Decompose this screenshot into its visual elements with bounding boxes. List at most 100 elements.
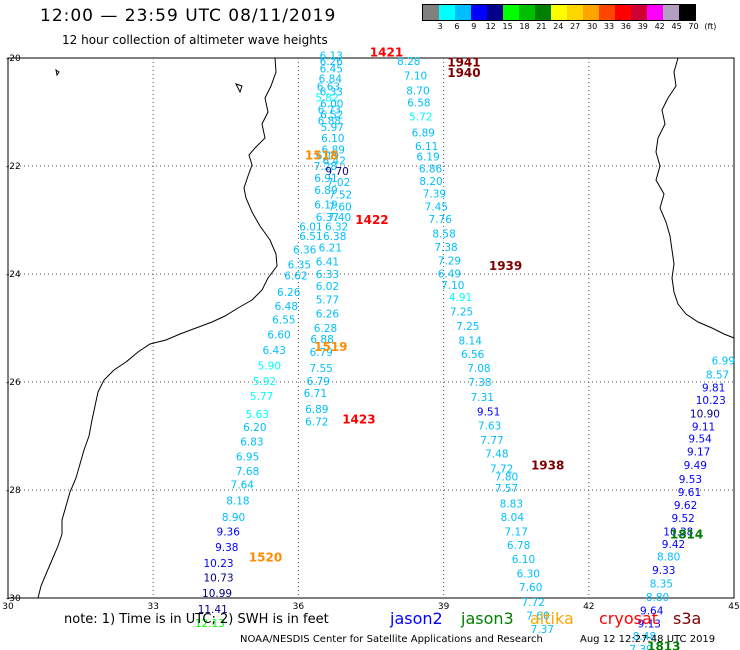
wave-height-value: 7.52 — [329, 190, 352, 202]
wave-height-value: 6.42 — [323, 156, 346, 168]
color-scale-tick: 30 — [587, 22, 598, 31]
wave-height-value: 6.19 — [416, 151, 439, 163]
wave-height-value: 6.88 — [310, 334, 333, 346]
wave-height-value: 6.33 — [316, 269, 339, 281]
wave-height-value: 8.14 — [459, 335, 483, 347]
wave-height-value: 7.38 — [434, 242, 457, 254]
color-scale-cell — [599, 5, 615, 20]
wave-height-value: 6.33 — [320, 86, 343, 98]
pass-time-label: 1938 — [531, 459, 564, 473]
wave-height-value: 6.36 — [293, 245, 317, 257]
color-scale-cell — [631, 5, 647, 20]
wave-height-value: 6.02 — [316, 281, 339, 293]
legend-s3a: s3a — [673, 609, 702, 628]
wave-height-value: 6.10 — [321, 133, 344, 145]
wave-height-value: 7.68 — [236, 466, 259, 478]
lon-tick-label: 33 — [147, 602, 158, 612]
generated-timestamp: Aug 12 12:27:48 UTC 2019 — [580, 634, 716, 645]
wave-height-value: 6.51 — [299, 231, 322, 243]
pass-time-label: 1520 — [249, 551, 282, 565]
wave-height-value: 7.45 — [425, 202, 448, 214]
map-frame — [7, 57, 735, 599]
wave-height-value: 6.89 — [322, 144, 345, 156]
wave-height-value: 10.99 — [202, 588, 232, 600]
color-scale-tick: 39 — [637, 22, 648, 31]
color-scale-cell — [535, 5, 551, 20]
lat-tick-label: -24 — [6, 270, 21, 280]
color-scale-cell — [423, 5, 439, 20]
pass-time-label: 1941 — [447, 55, 480, 69]
wave-height-value: 12.13 — [195, 618, 225, 630]
lat-tick-label: -30 — [6, 594, 21, 604]
lat-tick-label: -26 — [6, 378, 21, 388]
color-scale-cell — [663, 5, 679, 20]
wave-height-value: 7.31 — [471, 392, 494, 404]
lon-tick-label: 30 — [2, 602, 14, 612]
color-scale-cell — [519, 5, 535, 20]
pass-time-label: 1519 — [314, 340, 347, 354]
wave-height-value: 6.10 — [512, 554, 535, 566]
wave-height-value: 11.41 — [198, 604, 228, 616]
wave-height-value: 7.57 — [495, 483, 518, 495]
wave-height-value: 9.54 — [688, 434, 712, 446]
pass-time-label: 1813 — [647, 640, 680, 650]
wave-height-value: 6.11 — [415, 141, 438, 153]
wave-height-value: 6.26 — [316, 308, 340, 320]
wave-height-value: 7.17 — [505, 527, 528, 539]
color-scale-cell — [567, 5, 583, 20]
wave-height-value: 6.60 — [267, 329, 290, 341]
wave-height-value: 5.63 — [246, 409, 269, 421]
color-scale-ticks: 3 6 9 12 15 18 21 24 27 30 33 36 39 42 45 70 (ft) — [422, 22, 740, 36]
wave-height-value: 5.90 — [258, 360, 281, 372]
wave-height-value: 6.55 — [272, 314, 295, 326]
wave-height-value: 6.89 — [314, 185, 337, 197]
wave-height-value: 8.48 — [633, 631, 656, 643]
color-scale-cell — [503, 5, 519, 20]
wave-height-value: 10.90 — [690, 408, 720, 420]
color-scale-tick: 6 — [454, 22, 460, 31]
legend-jason2: jason2 — [390, 609, 443, 628]
coastline — [37, 57, 735, 599]
wave-height-value: 6.45 — [320, 63, 343, 75]
wave-height-value: 6.58 — [407, 97, 430, 109]
wave-height-value: 6.83 — [240, 436, 263, 448]
wave-height-value: 5.77 — [316, 294, 339, 306]
wave-height-value: 7.25 — [456, 321, 479, 333]
color-scale-tick: 21 — [536, 22, 547, 31]
africa-coastline — [37, 57, 278, 599]
wave-height-value: 7.55 — [309, 363, 332, 375]
color-scale-cell — [583, 5, 599, 20]
wave-height-value: 5.77 — [250, 391, 273, 403]
wave-height-value: 6.30 — [517, 569, 540, 581]
wave-height-value: 9.13 — [638, 618, 661, 630]
wave-height-value: 10.38 — [663, 527, 693, 539]
color-scale-tick: 33 — [603, 22, 615, 31]
lon-tick-label: 39 — [438, 602, 450, 612]
pass-time-label: 1422 — [355, 213, 388, 227]
map-title: 12:00 — 23:59 UTC 08/11/2019 — [40, 6, 337, 26]
wave-height-value: 7.39 — [629, 644, 652, 650]
pass-time-label: 1421 — [370, 46, 403, 60]
color-scale-tick: (ft) — [704, 22, 717, 31]
wave-height-value: 5.92 — [253, 376, 276, 388]
axis-labels: 30 33 36 39 42 45 -20 -22 -24 -26 -28 -30 — [2, 54, 739, 612]
wave-height-value: 7.40 — [328, 212, 351, 224]
color-scale-bar — [422, 4, 696, 21]
wave-height-value: 10.73 — [204, 572, 234, 584]
wave-height-value: 5.72 — [409, 111, 432, 123]
wave-height-value: 6.28 — [314, 323, 337, 335]
color-scale-tick: 24 — [553, 22, 564, 31]
wave-height-value: 6.37 — [316, 212, 339, 224]
wave-height-value: 6.79 — [307, 376, 330, 388]
footnote: note: 1) Time is in UTC; 2) SWH is in fe… — [64, 612, 329, 627]
pass-time-label: 1939 — [489, 259, 522, 273]
wave-height-value: 8.28 — [397, 56, 420, 68]
wave-height-value: 6.63 — [317, 82, 340, 94]
altimeter-tracks: 5.976.106.896.426.197.289.706.917.026.89… — [195, 50, 735, 650]
wave-height-value: 7.76 — [429, 214, 453, 226]
altimeter-track: 5.976.106.896.426.197.289.706.917.026.89… — [195, 122, 352, 630]
